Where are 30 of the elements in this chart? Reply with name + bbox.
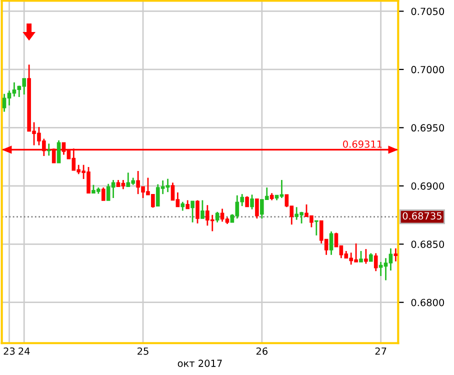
y-tick-label: 0.7050 [411,8,444,16]
candlestick [46,142,51,156]
y-tick-label: 0.6950 [411,124,444,132]
x-tick-label: 25 [138,347,148,355]
candlestick [56,140,61,164]
candlestick [250,194,254,210]
candlestick [314,220,318,236]
candlestick [374,252,378,272]
candlestick [215,211,220,224]
candlestick [394,248,398,262]
x-axis-title: окт 2017 [178,360,222,368]
x-tick-label: 26 [256,347,268,355]
candlestick [364,248,368,264]
y-tick-label: 0.6900 [411,182,444,190]
candlestick [200,200,204,220]
candlestick [101,186,106,202]
ref-line-label: 0.68735 [402,212,442,220]
x-tick-label: 27 [375,347,386,355]
candlestick [255,198,259,220]
y-tick-label: 0.6850 [411,240,444,248]
candlestick [196,200,200,224]
candlestick [245,196,249,208]
y-tick-label: 0.7000 [411,66,444,74]
candlestick [329,230,334,256]
y-tick-label: 0.6800 [411,298,444,306]
candlestick [190,200,194,224]
x-tick-label: 23 [4,347,15,355]
ref-line-label: 0.69311 [343,140,382,148]
candlestick [359,250,363,263]
x-tick-label: 24 [18,347,30,355]
